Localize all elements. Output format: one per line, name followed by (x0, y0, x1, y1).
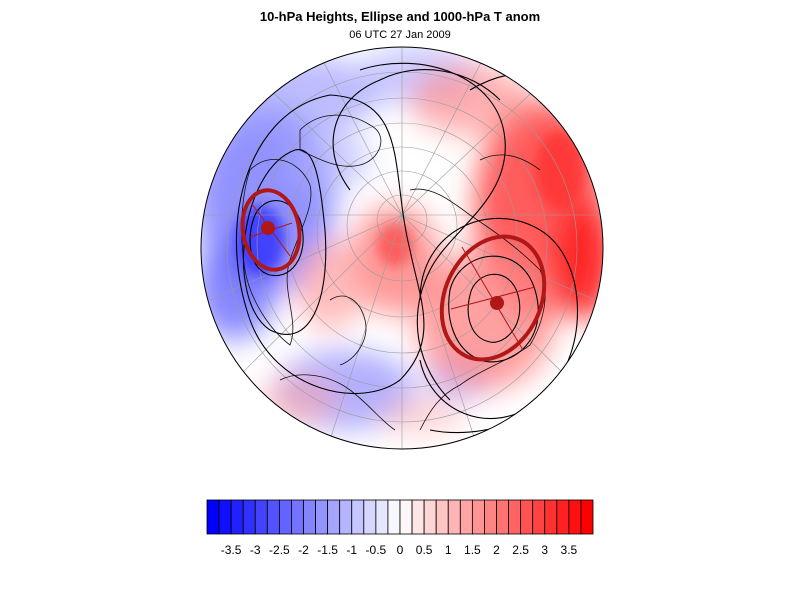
colorbar-cell (508, 499, 522, 535)
colorbar-tick-label: 1.5 (464, 543, 481, 557)
colorbar-cell (351, 499, 365, 535)
colorbar-cell (363, 499, 377, 535)
colorbar-tick-label: 2.5 (512, 543, 529, 557)
colorbar-cell (387, 499, 401, 535)
colorbar-cell (254, 499, 268, 535)
colorbar-tick-label: 3.5 (560, 543, 578, 557)
height-contours (235, 62, 601, 434)
colorbar-cells (206, 499, 594, 535)
colorbar-cell (520, 499, 534, 535)
vortex-ellipse-east (439, 234, 547, 362)
map-title: 10-hPa Heights, Ellipse and 1000-hPa T a… (259, 9, 541, 24)
globe-outline (200, 46, 604, 450)
colorbar-cell (435, 499, 449, 535)
colorbar-tick-label: -2 (298, 543, 309, 557)
colorbar-tick-label: 3 (541, 543, 549, 557)
colorbar-cell (544, 499, 558, 535)
colorbar-cell (568, 499, 582, 535)
map-subtitle: 06 UTC 27 Jan 2009 (349, 29, 451, 41)
colorbar-cell (399, 499, 413, 535)
vortex-ellipse-west (240, 188, 302, 272)
colorbar-cell (459, 499, 473, 535)
colorbar-cell (423, 499, 437, 535)
colorbar-tick-label: 0 (396, 543, 404, 557)
colorbar-cell (580, 499, 594, 535)
colorbar-cell (327, 499, 341, 535)
colorbar-cell (375, 499, 389, 535)
colorbar-cell (278, 499, 292, 535)
colorbar-tick-label: -1 (346, 543, 358, 557)
colorbar-tick-label: -0.5 (365, 543, 387, 557)
colorbar-cell (303, 499, 316, 535)
colorbar-tick-label: 0.5 (415, 543, 433, 557)
colorbar-cell (471, 499, 485, 535)
colorbar-tick-label: -3.5 (220, 543, 242, 557)
colorbar-cell (556, 499, 570, 535)
colorbar-cell (496, 499, 509, 535)
colorbar-cell (532, 499, 546, 535)
colorbar-cell (315, 499, 329, 535)
colorbar-tick-label: -2.5 (269, 543, 290, 557)
colorbar-cell (291, 499, 304, 535)
colorbar-cell (411, 499, 425, 535)
colorbar-tick-label: -1.5 (317, 543, 338, 557)
colorbar-cell (206, 499, 220, 535)
colorbar-tick-label: 2 (493, 543, 500, 557)
colorbar-cell (242, 499, 256, 535)
colorbar-cell (447, 499, 461, 535)
colorbar-cell (339, 499, 353, 535)
colorbar-tick-label: -3 (249, 543, 261, 557)
colorbar-cell (266, 499, 280, 535)
colorbar-tick-label: 1 (444, 543, 452, 557)
colorbar-cell (484, 499, 497, 535)
colorbar-cell (218, 499, 232, 535)
colorbar-cell (230, 499, 244, 535)
